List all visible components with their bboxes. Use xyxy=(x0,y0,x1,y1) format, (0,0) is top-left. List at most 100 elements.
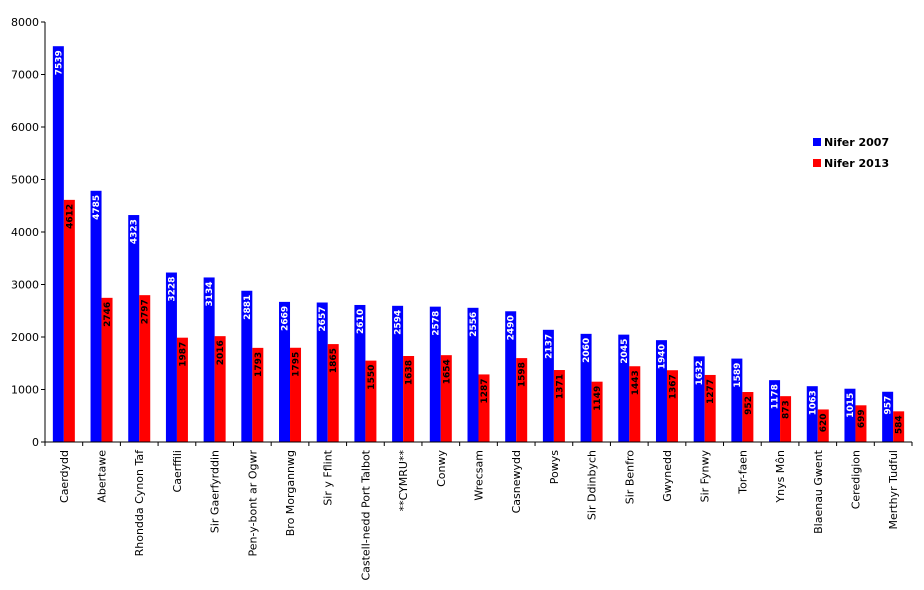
data-label: 1865 xyxy=(329,348,339,373)
data-label: 620 xyxy=(819,413,829,432)
bar xyxy=(704,374,716,442)
bar xyxy=(392,305,404,442)
bar xyxy=(731,358,743,442)
data-label: 2016 xyxy=(216,340,226,365)
x-tick-label: Tor-faen xyxy=(736,450,749,495)
y-tick-label: 4000 xyxy=(11,226,39,239)
data-label: 1793 xyxy=(254,352,264,377)
x-tick-label: Conwy xyxy=(435,450,448,487)
data-label: 1654 xyxy=(442,359,452,384)
data-label: 2045 xyxy=(620,339,630,364)
data-label: 1149 xyxy=(593,386,603,411)
bar xyxy=(52,46,64,442)
data-label: 1287 xyxy=(480,378,490,403)
data-label: 1277 xyxy=(706,379,716,404)
bar xyxy=(505,311,517,442)
bar xyxy=(354,304,366,442)
legend: Nifer 2007 Nifer 2013 xyxy=(813,136,889,170)
bar xyxy=(817,409,829,442)
bar xyxy=(440,355,452,442)
bar xyxy=(655,340,667,442)
bar xyxy=(403,356,415,442)
data-label: 1987 xyxy=(178,342,188,367)
x-tick-label: Caerffili xyxy=(171,450,184,492)
data-label: 957 xyxy=(884,396,894,415)
x-tick-label: Ynys Môn xyxy=(774,450,787,504)
data-label: 1632 xyxy=(695,360,705,385)
x-tick-label: Gwynedd xyxy=(661,450,674,502)
data-label: 952 xyxy=(744,396,754,415)
data-label: 1367 xyxy=(668,374,678,399)
data-label: 3228 xyxy=(167,277,177,302)
data-labels-layer: 7539 4785 4323 3228 3134 2881 2669 2657 2610 2594… xyxy=(54,50,904,434)
x-tick-label: Sir Fynwy xyxy=(699,450,712,503)
data-label: 2578 xyxy=(431,311,441,336)
y-tick-label: 5000 xyxy=(11,174,39,187)
data-label: 2669 xyxy=(281,306,291,331)
x-tick-label: Sir Gaerfyrddin xyxy=(209,450,222,533)
x-tick-label: **CYMRU** xyxy=(397,450,410,512)
bar xyxy=(467,307,479,442)
y-tick-label: 3000 xyxy=(11,279,39,292)
bar xyxy=(629,366,641,442)
bar xyxy=(580,333,592,442)
bar xyxy=(63,199,75,442)
bar xyxy=(618,334,630,442)
x-tick-label: Abertawe xyxy=(96,450,109,503)
bar xyxy=(176,337,188,442)
x-tick-label: Pen-y-bont ar Ogwr xyxy=(246,450,259,557)
bar xyxy=(101,297,113,442)
y-tick-label: 7000 xyxy=(11,69,39,82)
bar xyxy=(478,374,490,442)
bar xyxy=(666,370,678,442)
bar xyxy=(214,336,226,442)
bar xyxy=(279,301,291,442)
legend-swatch xyxy=(813,138,821,146)
bar xyxy=(165,272,177,442)
x-tick-label: Casnewydd xyxy=(510,450,523,513)
data-label: 873 xyxy=(782,400,792,419)
data-label: 1589 xyxy=(733,363,743,388)
data-label: 2746 xyxy=(103,302,113,327)
data-label: 1063 xyxy=(808,390,818,415)
data-label: 4785 xyxy=(92,195,102,220)
data-label: 3134 xyxy=(205,281,215,306)
legend-swatch xyxy=(813,159,821,167)
bar xyxy=(844,388,856,442)
bar xyxy=(855,405,867,442)
data-label: 2594 xyxy=(394,310,404,335)
data-label: 2881 xyxy=(243,295,253,320)
data-label: 2137 xyxy=(544,334,554,359)
bar xyxy=(90,190,102,442)
x-tick-label: Castell-nedd Port Talbot xyxy=(359,449,372,580)
data-label: 2490 xyxy=(507,315,517,340)
data-label: 4612 xyxy=(65,204,75,229)
bar xyxy=(139,295,151,442)
x-tick-label: Powys xyxy=(548,450,561,484)
bar xyxy=(516,358,528,442)
y-tick-label: 2000 xyxy=(11,331,39,344)
data-label: 2797 xyxy=(141,299,151,324)
bar xyxy=(769,380,781,442)
data-label: 1638 xyxy=(405,360,415,385)
legend-label: Nifer 2007 xyxy=(824,136,889,149)
x-tick-label: Sir Benfro xyxy=(623,450,636,504)
x-tick-label: Caerdydd xyxy=(58,450,71,503)
bar xyxy=(882,391,894,442)
x-tick-label: Wrecsam xyxy=(473,450,486,501)
bar xyxy=(241,290,253,442)
data-label: 2060 xyxy=(582,338,592,363)
bar xyxy=(553,370,565,442)
bar xyxy=(316,302,328,442)
data-label: 1015 xyxy=(846,393,856,418)
data-label: 699 xyxy=(857,409,867,428)
data-label: 1940 xyxy=(657,344,667,369)
data-label: 584 xyxy=(895,415,905,434)
bar xyxy=(806,386,818,442)
data-label: 4323 xyxy=(130,219,140,244)
data-label: 2556 xyxy=(469,312,479,337)
x-tick-label: Sir Ddinbych xyxy=(586,450,599,520)
data-label: 1795 xyxy=(292,352,302,377)
bar xyxy=(128,215,140,442)
bar xyxy=(780,396,792,442)
